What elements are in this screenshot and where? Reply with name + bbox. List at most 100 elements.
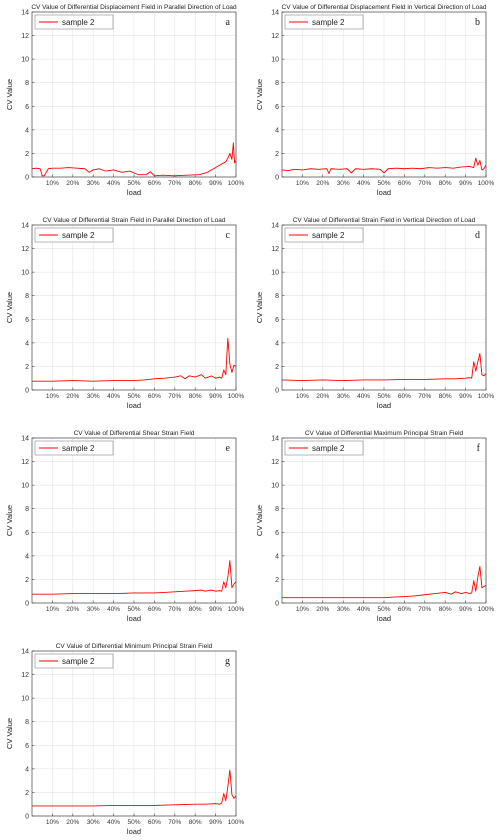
chart-title: CV Value of Differential Shear Strain Fi… bbox=[74, 430, 195, 437]
x-tick-label: 10% bbox=[296, 180, 309, 187]
series-line-sample-2 bbox=[32, 337, 237, 382]
x-tick-label: 80% bbox=[189, 393, 202, 400]
x-tick-label: 10% bbox=[46, 819, 59, 826]
x-tick-label: 30% bbox=[87, 393, 100, 400]
x-tick-label: 20% bbox=[316, 180, 329, 187]
x-tick-label: 20% bbox=[66, 393, 79, 400]
x-tick-label: 40% bbox=[107, 393, 120, 400]
legend: sample 2 bbox=[284, 14, 364, 30]
chart-panel-d: CV Value of Differential Strain Field in… bbox=[255, 217, 495, 410]
y-tick-label: 0 bbox=[25, 175, 29, 182]
chart-panel-b: CV Value of Differential Displacement Fi… bbox=[255, 4, 495, 197]
y-axis-label: CV Value bbox=[255, 292, 264, 323]
y-tick-label: 10 bbox=[21, 57, 29, 64]
y-tick-label: 10 bbox=[271, 270, 279, 277]
x-tick-label: 80% bbox=[189, 606, 202, 613]
legend-box bbox=[34, 227, 114, 243]
y-tick-label: 12 bbox=[271, 246, 279, 253]
chart-title: CV Value of Differential Strain Field in… bbox=[43, 217, 226, 224]
y-tick-label: 4 bbox=[25, 127, 29, 134]
y-tick-label: 0 bbox=[25, 601, 29, 608]
chart-title: CV Value of Differential Strain Field in… bbox=[293, 217, 476, 224]
chart-title: CV Value of Differential Displacement Fi… bbox=[282, 4, 487, 11]
x-tick-label: 50% bbox=[377, 180, 390, 187]
y-tick-label: 12 bbox=[21, 33, 29, 40]
x-tick-label: 100% bbox=[228, 819, 245, 826]
x-tick-label: 50% bbox=[127, 393, 140, 400]
y-tick-label: 4 bbox=[25, 766, 29, 773]
axes-box bbox=[281, 437, 487, 604]
x-tick-label: 100% bbox=[478, 393, 495, 400]
chart-panel-e: CV Value of Differential Shear Strain Fi… bbox=[5, 430, 245, 623]
x-tick-label: 60% bbox=[398, 606, 411, 613]
x-tick-label: 60% bbox=[148, 606, 161, 613]
x-tick-label: 100% bbox=[228, 606, 245, 613]
y-tick-label: 4 bbox=[275, 127, 279, 134]
x-tick-label: 100% bbox=[228, 180, 245, 187]
series-line-sample-2 bbox=[31, 142, 237, 177]
x-tick-label: 10% bbox=[46, 180, 59, 187]
y-tick-label: 6 bbox=[25, 530, 29, 537]
y-tick-label: 14 bbox=[21, 649, 29, 656]
y-tick-label: 6 bbox=[275, 317, 279, 324]
chart-panel-f: CV Value of Differential Maximum Princip… bbox=[255, 430, 495, 623]
x-axis-label: load bbox=[127, 827, 141, 836]
axes-box bbox=[31, 650, 237, 817]
legend-label: sample 2 bbox=[312, 18, 345, 27]
panel-letter: a bbox=[226, 17, 231, 28]
chart-title: CV Value of Differential Displacement Fi… bbox=[31, 4, 237, 11]
x-tick-label: 90% bbox=[459, 393, 472, 400]
y-tick-label: 0 bbox=[25, 388, 29, 395]
panel-letter: c bbox=[226, 230, 231, 241]
legend-label: sample 2 bbox=[312, 231, 345, 240]
y-axis-label: CV Value bbox=[5, 718, 14, 749]
y-tick-label: 10 bbox=[21, 696, 29, 703]
legend: sample 2 bbox=[34, 14, 114, 30]
x-tick-label: 100% bbox=[478, 180, 495, 187]
y-tick-label: 14 bbox=[271, 436, 279, 443]
y-tick-label: 8 bbox=[25, 719, 29, 726]
series-line-sample-2 bbox=[32, 560, 237, 595]
y-tick-label: 8 bbox=[275, 293, 279, 300]
y-tick-label: 10 bbox=[271, 483, 279, 490]
y-axis-label: CV Value bbox=[255, 79, 264, 110]
legend-box bbox=[284, 440, 364, 456]
x-tick-label: 40% bbox=[357, 180, 370, 187]
y-tick-label: 6 bbox=[275, 530, 279, 537]
x-tick-label: 20% bbox=[66, 180, 79, 187]
chart-panel-c: CV Value of Differential Strain Field in… bbox=[5, 217, 245, 410]
y-axis-label: CV Value bbox=[5, 79, 14, 110]
y-tick-label: 12 bbox=[271, 459, 279, 466]
y-tick-label: 8 bbox=[25, 80, 29, 87]
panel-letter: d bbox=[475, 230, 480, 241]
series-line-sample-2 bbox=[281, 353, 487, 382]
legend-label: sample 2 bbox=[62, 18, 95, 27]
x-tick-label: 100% bbox=[228, 393, 245, 400]
legend-box bbox=[284, 227, 364, 243]
x-axis-label: load bbox=[377, 188, 391, 197]
legend-label: sample 2 bbox=[62, 657, 95, 666]
x-tick-label: 30% bbox=[337, 180, 350, 187]
panel-letter: f bbox=[477, 443, 481, 454]
y-tick-label: 8 bbox=[25, 293, 29, 300]
legend-label: sample 2 bbox=[62, 444, 95, 453]
x-tick-label: 90% bbox=[209, 393, 222, 400]
y-tick-label: 2 bbox=[25, 790, 29, 797]
x-tick-label: 70% bbox=[168, 393, 181, 400]
x-tick-label: 70% bbox=[168, 819, 181, 826]
panel-letter: b bbox=[475, 17, 480, 28]
x-tick-label: 60% bbox=[398, 180, 411, 187]
x-tick-label: 30% bbox=[87, 819, 100, 826]
series-line-sample-2 bbox=[32, 769, 237, 807]
x-axis-label: load bbox=[377, 401, 391, 410]
x-axis-label: load bbox=[377, 614, 391, 623]
x-tick-label: 80% bbox=[439, 606, 452, 613]
y-tick-label: 8 bbox=[275, 80, 279, 87]
chart-panel-g: CV Value of Differential Minimum Princip… bbox=[5, 643, 245, 836]
legend: sample 2 bbox=[284, 227, 364, 243]
y-tick-label: 2 bbox=[25, 577, 29, 584]
y-tick-label: 8 bbox=[25, 506, 29, 513]
panel-letter: g bbox=[225, 656, 230, 667]
legend-label: sample 2 bbox=[62, 231, 95, 240]
x-tick-label: 10% bbox=[296, 393, 309, 400]
